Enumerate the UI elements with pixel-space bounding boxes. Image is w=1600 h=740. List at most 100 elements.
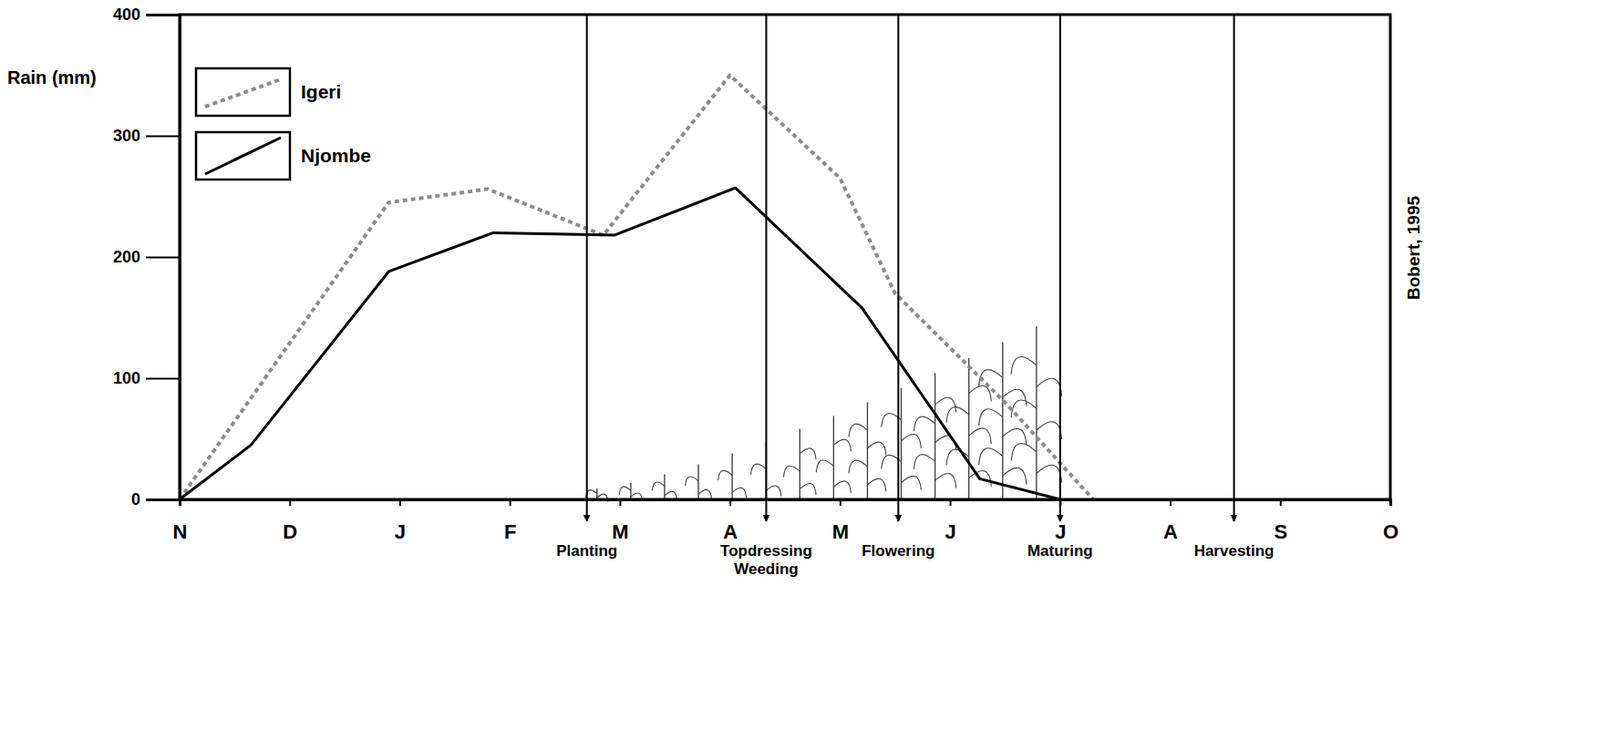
plant-leaf: [751, 464, 767, 475]
y-tick: 300: [113, 126, 180, 145]
plant: [1011, 326, 1062, 500]
y-tick-mark: [145, 499, 180, 502]
stage-line: [897, 14, 899, 522]
plant-leaf: [901, 475, 922, 490]
plant-leaf: [732, 487, 746, 498]
stage-label: Maturing: [1027, 542, 1094, 560]
source-note: Bobert, 1995: [1403, 196, 1424, 300]
x-tick-mark: [1059, 499, 1062, 506]
x-tick: J: [1054, 499, 1066, 544]
x-tick: J: [944, 499, 956, 544]
legend-label: Igeri: [300, 81, 341, 103]
x-tick-label: J: [1054, 520, 1066, 544]
x-tick-mark: [399, 499, 402, 506]
x-tick-mark: [839, 499, 842, 506]
series-line: [179, 75, 1094, 501]
x-tick-label: M: [611, 520, 629, 544]
x-tick-label: A: [722, 520, 738, 544]
x-tick-mark: [949, 499, 952, 506]
chart: Planting TopdressingWeeding Flowering Matur…: [0, 0, 1600, 740]
stage-label: Flowering: [861, 542, 935, 560]
stage-annotations: Planting TopdressingWeeding Flowering Matur…: [556, 14, 1274, 579]
y-tick-mark: [145, 378, 180, 381]
stage-line: [586, 14, 589, 522]
plant-leaf: [935, 397, 957, 413]
y-tick-mark: [145, 257, 180, 259]
x-tick-label: S: [1273, 520, 1288, 544]
x-tick-label: O: [1383, 520, 1399, 544]
x-tick: N: [173, 499, 188, 544]
x-tick-mark: [1169, 499, 1172, 506]
y-tick-label: 0: [131, 490, 141, 509]
legend-box: [196, 132, 290, 180]
plant-leaf: [913, 454, 935, 470]
plant-leaf: [935, 473, 957, 488]
y-tick: 200: [113, 247, 180, 267]
plant-leaf: [979, 409, 1003, 426]
plant-leaf: [1036, 378, 1063, 396]
plant-leaf: [969, 428, 992, 444]
plant: [946, 358, 991, 500]
plant: [718, 454, 747, 500]
x-tick-mark: [1280, 499, 1282, 506]
x-tick-label: A: [1163, 520, 1178, 544]
x-tick: J: [394, 499, 406, 544]
plant-leaf: [969, 385, 992, 402]
plant: [881, 388, 922, 500]
plant-leaf: [1036, 422, 1063, 440]
x-axis: NDJFMAMJJASO: [173, 499, 1400, 544]
plant-leaf: [979, 448, 1003, 465]
y-tick-mark: [145, 14, 180, 17]
plant: [848, 402, 887, 500]
stage-label-line: Weeding: [733, 560, 799, 579]
plot: Planting TopdressingWeeding Flowering Matur…: [113, 5, 1399, 579]
plant-leaf: [718, 470, 733, 481]
x-tick: M: [832, 499, 849, 544]
x-tick-label: F: [504, 520, 517, 544]
legend-item: Igeri: [196, 68, 341, 116]
x-tick-label: J: [394, 520, 406, 544]
plant-leaf: [833, 439, 851, 452]
plant-leaf: [784, 465, 801, 477]
plant-leaf: [946, 407, 970, 424]
legend-label: Njombe: [300, 144, 372, 166]
x-tick: D: [282, 499, 298, 544]
stage-label-line: Topdressing: [720, 542, 813, 560]
plant-leaf: [799, 483, 816, 495]
stage-label-line: Harvesting: [1194, 542, 1275, 560]
stage-label-line: Planting: [556, 542, 618, 560]
y-tick: 100: [113, 369, 180, 388]
y-axis-line: [145, 15, 181, 501]
y-axis-title: Rain (mm): [7, 67, 97, 88]
plant-leaf: [848, 460, 868, 474]
plant-leaf: [1011, 356, 1037, 374]
x-tick-mark: [289, 499, 291, 506]
plant-leaf: [652, 482, 665, 491]
x-tick: M: [611, 499, 629, 544]
x-axis-line: [180, 500, 1392, 507]
x-tick: A: [1163, 499, 1178, 544]
plant-leaf: [848, 423, 868, 437]
x-tick-mark: [619, 499, 621, 506]
plant-leaf: [815, 460, 834, 473]
plant-leaf: [913, 416, 935, 432]
plant-leaf: [685, 476, 699, 486]
y-tick-label: 300: [113, 126, 141, 145]
plant-leaf: [765, 485, 782, 497]
plant-leaf: [1002, 467, 1027, 485]
plant-leaf: [901, 433, 922, 448]
stage-label: Planting: [556, 542, 618, 560]
plant-leaf: [698, 489, 712, 499]
plant-leaf: [1036, 464, 1063, 483]
plant: [652, 474, 678, 500]
x-tick-mark: [179, 499, 182, 506]
y-axis: 0100200300400: [113, 5, 181, 509]
plant-leaf: [867, 478, 886, 492]
y-tick-label: 100: [113, 369, 141, 388]
legend-item: Njombe: [196, 132, 372, 180]
plant-leaf: [799, 448, 816, 460]
plant-leaf: [867, 442, 886, 455]
legend-swatch: [205, 79, 281, 107]
x-tick-mark: [729, 499, 732, 506]
stage-line: [1059, 14, 1062, 522]
